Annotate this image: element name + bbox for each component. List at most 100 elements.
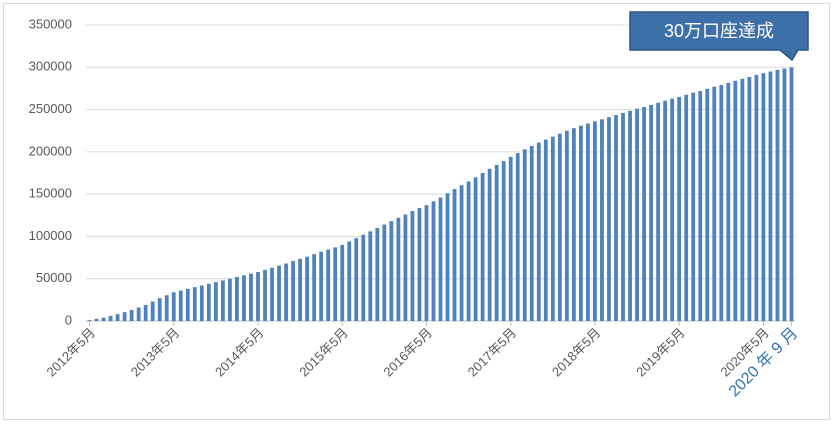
bar — [375, 227, 380, 321]
bar — [235, 277, 239, 321]
bar — [340, 244, 345, 321]
bar — [87, 320, 92, 321]
bar — [382, 224, 387, 321]
bar — [550, 136, 555, 321]
bar — [557, 133, 562, 321]
y-tick-label: 250000 — [29, 101, 72, 116]
bar — [277, 265, 281, 321]
bar — [747, 77, 752, 321]
bar — [649, 104, 653, 321]
bar — [319, 251, 324, 321]
bar — [684, 94, 689, 322]
bar — [719, 85, 724, 321]
bar — [389, 221, 394, 321]
bar — [459, 185, 464, 321]
bar — [754, 74, 759, 321]
bar — [354, 238, 359, 321]
bar — [270, 267, 274, 321]
bar — [621, 112, 625, 321]
bar — [628, 110, 632, 321]
bar — [501, 161, 506, 321]
bar — [115, 314, 120, 321]
annotation: 30万口座達成 — [664, 21, 774, 41]
bar — [564, 130, 569, 321]
bar — [312, 254, 317, 321]
bar — [726, 82, 731, 321]
bar — [480, 173, 485, 321]
bar — [691, 92, 696, 322]
bar — [445, 193, 450, 321]
bar — [733, 80, 738, 322]
bar — [642, 107, 646, 321]
bar — [164, 295, 169, 321]
bar — [438, 197, 443, 321]
bar — [410, 211, 415, 321]
bar — [712, 86, 717, 321]
y-tick-label: 300000 — [29, 59, 72, 74]
bar — [361, 234, 366, 321]
bar — [150, 301, 155, 321]
y-tick-label: 350000 — [29, 16, 72, 31]
bar — [789, 67, 794, 322]
bar — [529, 145, 534, 321]
bar — [536, 142, 541, 321]
y-tick-label: 150000 — [29, 186, 72, 201]
bar — [473, 177, 478, 321]
bar — [466, 181, 471, 321]
bar — [284, 263, 288, 321]
bar — [228, 278, 232, 321]
bar — [508, 156, 513, 321]
bar — [761, 73, 766, 321]
bar — [108, 315, 113, 321]
bar — [670, 98, 675, 321]
bar — [768, 71, 773, 321]
bar — [431, 201, 436, 321]
bar — [543, 139, 548, 321]
callout-box — [629, 11, 809, 62]
bar — [213, 282, 218, 321]
bar — [129, 310, 134, 321]
bar — [220, 280, 225, 321]
y-tick-label: 50000 — [36, 270, 72, 285]
callout: 30万口座達成 — [629, 11, 809, 62]
bar — [522, 149, 527, 321]
bar — [614, 115, 618, 321]
y-tick-label: 0 — [65, 312, 72, 327]
bar — [775, 69, 780, 321]
bar — [94, 318, 99, 321]
bar — [607, 117, 611, 321]
bar — [171, 292, 176, 321]
bar — [635, 108, 639, 322]
bar — [424, 205, 429, 321]
bar — [403, 214, 408, 321]
bar — [249, 273, 253, 321]
y-tick-label: 100000 — [29, 228, 72, 243]
bar — [396, 217, 401, 321]
bar — [206, 283, 211, 321]
bar — [677, 96, 682, 321]
bar — [185, 288, 190, 321]
bar — [579, 125, 583, 321]
bar — [656, 102, 661, 321]
bar — [782, 68, 787, 321]
bar — [178, 290, 183, 321]
bar — [143, 304, 148, 321]
bar — [571, 128, 576, 321]
bar — [368, 231, 373, 321]
bar — [101, 317, 106, 321]
bar — [333, 247, 338, 321]
bar — [740, 78, 745, 322]
bar — [515, 153, 520, 321]
bar — [417, 208, 422, 321]
bar — [122, 312, 127, 321]
bar — [305, 256, 310, 321]
bar — [698, 90, 703, 321]
bar — [291, 260, 295, 321]
bar — [452, 189, 457, 321]
bar — [705, 88, 710, 321]
bar — [494, 164, 499, 321]
bar — [586, 123, 590, 321]
bar — [199, 285, 204, 321]
